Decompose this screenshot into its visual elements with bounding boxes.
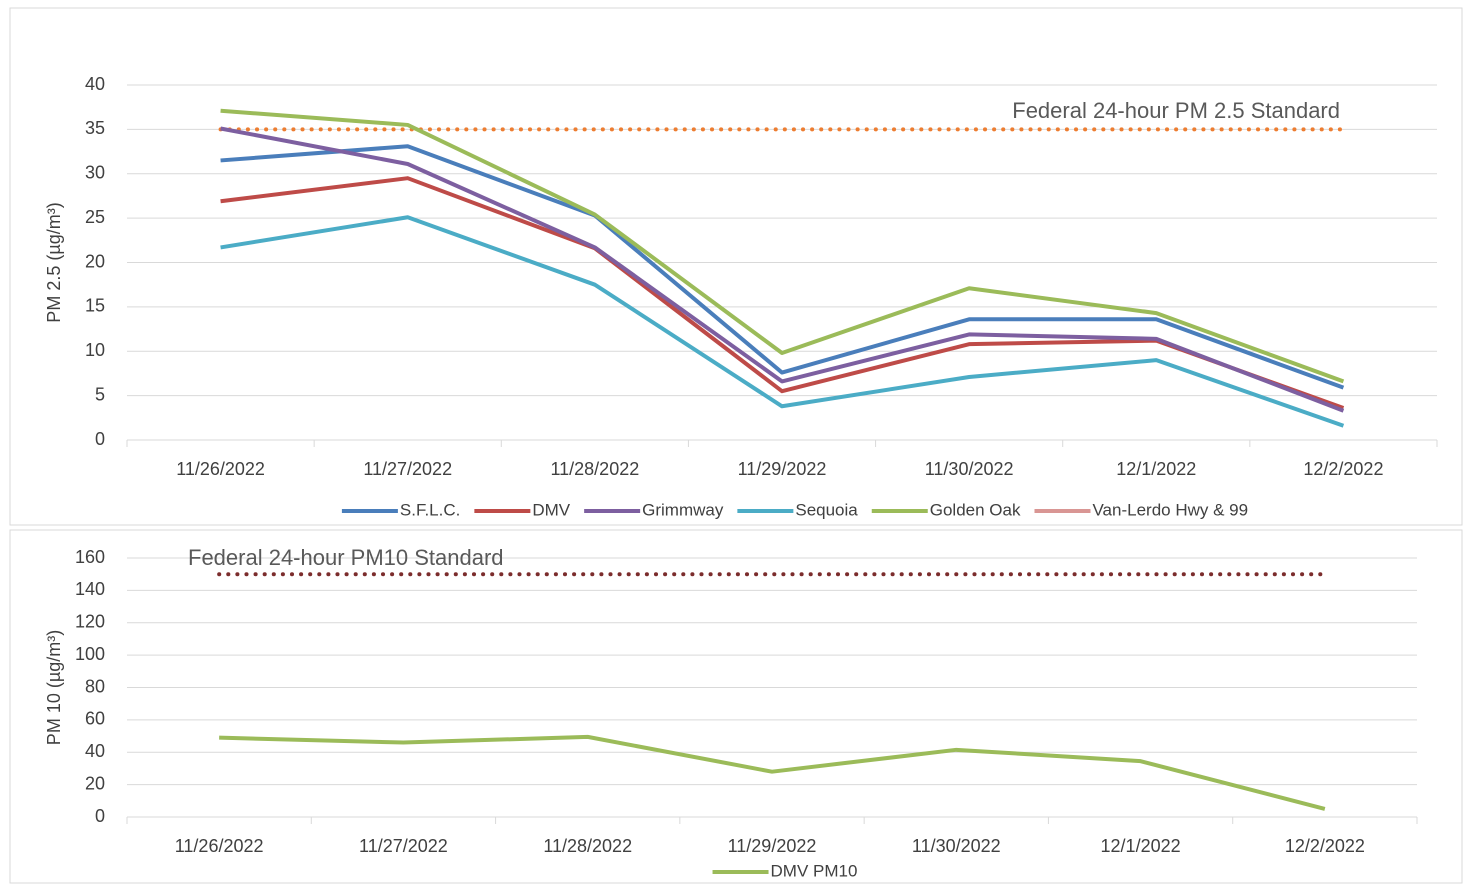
y-tick-label: 10	[85, 340, 105, 360]
x-tick-label: 11/26/2022	[176, 459, 265, 479]
y-tick-label: 35	[85, 118, 105, 138]
x-tick-label: 11/28/2022	[550, 459, 639, 479]
reference-label: Federal 24-hour PM 2.5 Standard	[1012, 98, 1340, 123]
reference-label: Federal 24-hour PM10 Standard	[188, 545, 504, 570]
chart-frame	[9, 529, 1463, 884]
y-tick-label: 140	[75, 579, 105, 599]
y-axis-label: PM 10 (µg/m³)	[44, 630, 64, 745]
legend-label: DMV	[532, 500, 570, 519]
x-tick-label: 12/1/2022	[1116, 459, 1196, 479]
x-tick-label: 12/2/2022	[1303, 459, 1383, 479]
y-tick-label: 40	[85, 74, 105, 94]
y-tick-label: 0	[95, 429, 105, 449]
y-tick-label: 100	[75, 644, 105, 664]
y-tick-label: 5	[95, 384, 105, 404]
x-tick-label: 11/29/2022	[728, 836, 817, 856]
x-tick-label: 12/1/2022	[1101, 836, 1181, 856]
y-tick-label: 80	[85, 676, 105, 696]
y-tick-label: 25	[85, 207, 105, 227]
y-axis-label: PM 2.5 (µg/m³)	[44, 202, 64, 322]
y-tick-label: 15	[85, 296, 105, 316]
y-tick-label: 60	[85, 709, 105, 729]
x-tick-label: 11/28/2022	[543, 836, 632, 856]
legend-label: Sequoia	[795, 500, 858, 519]
y-tick-label: 160	[75, 547, 105, 567]
y-tick-label: 120	[75, 612, 105, 632]
x-tick-label: 11/29/2022	[738, 459, 827, 479]
series-line	[219, 734, 1326, 811]
x-tick-label: 11/27/2022	[363, 459, 452, 479]
x-tick-label: 11/30/2022	[912, 836, 1001, 856]
y-tick-label: 0	[95, 806, 105, 826]
chart-frame	[9, 7, 1463, 526]
series-line	[220, 126, 1345, 413]
x-tick-label: 12/2/2022	[1285, 836, 1365, 856]
legend-label: Grimmway	[642, 500, 724, 519]
legend-label: Golden Oak	[930, 500, 1021, 519]
series-line	[220, 144, 1345, 390]
series-line	[220, 215, 1345, 428]
y-tick-label: 20	[85, 773, 105, 793]
x-tick-label: 11/26/2022	[175, 836, 264, 856]
legend-label: DMV PM10	[771, 861, 858, 880]
legend-label: Van-Lerdo Hwy & 99	[1092, 500, 1248, 519]
y-tick-label: 40	[85, 741, 105, 761]
x-tick-label: 11/27/2022	[359, 836, 448, 856]
legend-label: S.F.L.C.	[400, 500, 460, 519]
y-tick-label: 20	[85, 251, 105, 271]
series-line	[220, 108, 1345, 384]
x-tick-label: 11/30/2022	[925, 459, 1014, 479]
y-tick-label: 30	[85, 163, 105, 183]
